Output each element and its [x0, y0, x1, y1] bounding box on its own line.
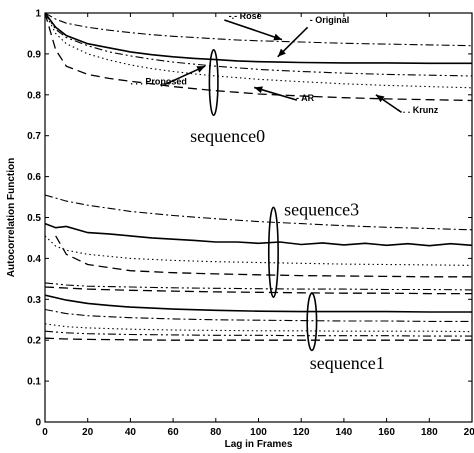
series-line-sequence0-proposed: [45, 13, 472, 89]
group-label-sequence0: sequence0: [190, 126, 265, 146]
x-tick-label: 180: [421, 427, 438, 438]
series-line-sequence1-original: [45, 294, 472, 313]
annotation-arrow-3: [254, 86, 298, 101]
y-tick-label: 0.9: [27, 49, 41, 60]
series-line-sequence3-proposed: [45, 235, 472, 266]
method-label: - - AR: [291, 93, 315, 103]
x-tick-label: 100: [250, 427, 267, 438]
x-tick-label: 140: [336, 427, 353, 438]
x-tick-label: 160: [378, 427, 395, 438]
y-tick-label: 1: [35, 9, 41, 20]
ellipse-layer: [208, 49, 318, 352]
series-layer: [45, 13, 472, 341]
y-tick-label: 0.5: [27, 213, 41, 224]
method-label: -.- Rose: [229, 11, 262, 21]
label-layer: - Original -.- Rose . . . Proposed - - AR - …: [130, 11, 438, 373]
x-tick-label: 40: [125, 427, 137, 438]
arrow-layer: [164, 19, 402, 114]
x-tick-label: 0: [42, 427, 48, 438]
y-axis-title: Autocorrelation Function: [6, 158, 17, 277]
method-label: . . . Proposed: [130, 77, 187, 87]
series-line-sequence0-rose: [45, 13, 472, 47]
annotation-arrow-4: [375, 94, 402, 114]
method-label: - Original: [310, 15, 350, 25]
series-line-sequence3-krunz: [45, 282, 472, 291]
y-tick-label: 0.3: [27, 295, 41, 306]
x-axis-title: Lag in Frames: [225, 439, 293, 450]
series-line-sequence1-rose: [45, 308, 472, 322]
series-line-sequence0-krunz: [45, 13, 472, 77]
highlight-ellipse-sequence1: [306, 292, 318, 352]
highlight-ellipse-sequence0: [208, 49, 219, 117]
method-label: - . . Krunz: [397, 105, 438, 115]
x-tick-label: 20: [82, 427, 94, 438]
annotation-arrow-0: [277, 26, 309, 58]
series-line-sequence1-krunz: [45, 330, 472, 337]
y-tick-label: 0.6: [27, 172, 41, 183]
annotation-arrow-2: [224, 19, 283, 41]
highlight-ellipse-sequence3: [267, 206, 279, 299]
group-label-sequence1: sequence1: [310, 353, 385, 373]
x-tick-label: 120: [293, 427, 310, 438]
x-tick-label: 60: [168, 427, 180, 438]
series-line-sequence3-original: [45, 222, 472, 247]
x-tick-label: 200: [464, 427, 474, 438]
y-tick-label: 0.7: [27, 131, 41, 142]
y-tick-label: 0.8: [27, 90, 41, 101]
y-tick-label: 0: [35, 418, 41, 429]
plot-area: [45, 13, 472, 352]
series-line-sequence0-ar: [45, 13, 472, 102]
y-tick-label: 0.1: [27, 377, 41, 388]
series-line-sequence3-ar: [55, 235, 472, 278]
series-line-sequence3-ar-lower-: [45, 286, 472, 295]
y-tick-label: 0.2: [27, 336, 41, 347]
series-line-sequence0-original: [45, 13, 472, 65]
x-tick-label: 80: [210, 427, 222, 438]
series-line-sequence3-rose: [45, 194, 472, 231]
annotation-arrow-1: [164, 65, 206, 86]
y-tick-label: 0.4: [27, 254, 41, 265]
group-label-sequence3: sequence3: [284, 199, 359, 219]
tick-layer: 0 20 40 60 80 100 120 140 160 180 200 0 0.1 0.2 0.3 0.4…: [27, 9, 474, 439]
